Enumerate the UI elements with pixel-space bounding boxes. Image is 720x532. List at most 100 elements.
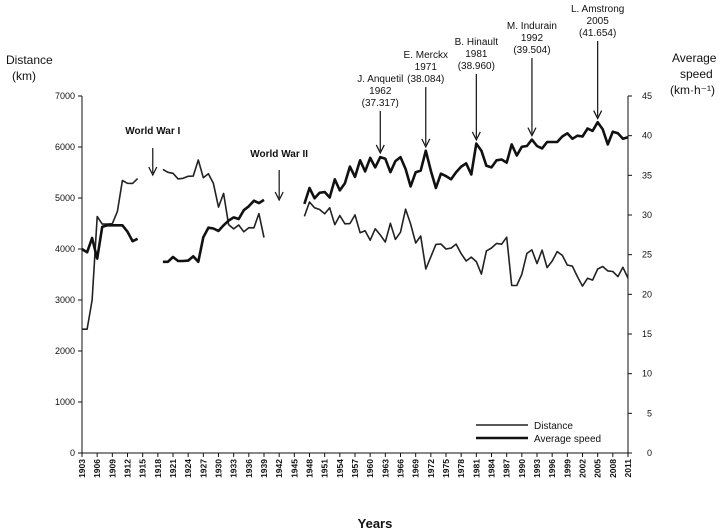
x-tick-label: 1927	[198, 459, 208, 478]
x-tick-label: 1993	[532, 459, 542, 478]
x-tick-label: 1933	[229, 459, 239, 478]
annotation-speed: (37.317)	[362, 98, 399, 109]
x-tick-label: 1909	[107, 459, 117, 478]
annotation-year: 1981	[465, 49, 488, 60]
left-tick-label: 1000	[55, 397, 75, 407]
right-tick-label: 10	[642, 369, 652, 379]
x-tick-label: 1948	[305, 459, 315, 478]
left-tick-label: 4000	[55, 244, 75, 254]
speed-line	[162, 198, 265, 264]
x-tick-label: 1999	[562, 459, 572, 478]
right-tick-label: 25	[642, 250, 652, 260]
x-tick-label: 1939	[259, 459, 269, 478]
right-tick-label: 15	[642, 329, 652, 339]
annotation-year: 2005	[587, 16, 610, 27]
distance-line	[82, 178, 139, 330]
x-tick-label: 1906	[92, 459, 102, 478]
x-tick-label: 1912	[123, 459, 133, 478]
annotation-name: J. Anquetil	[357, 74, 403, 85]
x-tick-label: 1978	[456, 459, 466, 478]
x-tick-label: 1969	[411, 459, 421, 478]
x-tick-label: 1921	[168, 459, 178, 478]
x-tick-label: 1936	[244, 459, 254, 478]
distance-line	[303, 201, 629, 287]
right-tick-label: 40	[642, 131, 652, 141]
annotation-year: 1962	[369, 86, 392, 97]
annotation-speed: (41.654)	[579, 28, 616, 39]
right-tick-label: 20	[642, 289, 652, 299]
x-tick-label: 1996	[547, 459, 557, 478]
left-tick-label: 6000	[55, 142, 75, 152]
right-tick-label: 5	[647, 408, 652, 418]
left-tick-label: 2000	[55, 346, 75, 356]
x-tick-label: 1918	[153, 459, 163, 478]
x-tick-label: 1990	[517, 459, 527, 478]
x-tick-label: 1954	[335, 459, 345, 478]
left-tick-label: 3000	[55, 295, 75, 305]
right-tick-label: 35	[642, 170, 652, 180]
x-tick-label: 2008	[608, 459, 618, 478]
right-tick-label: 45	[642, 91, 652, 101]
x-tick-label: 1960	[365, 459, 375, 478]
x-tick-label: 1984	[487, 459, 497, 478]
annotation-name: E. Merckx	[404, 50, 448, 61]
x-tick-label: 1963	[380, 459, 390, 478]
war-arrow-head	[274, 191, 284, 202]
speed-line	[303, 120, 629, 205]
series-lines	[81, 120, 629, 330]
x-tick-label: 1945	[289, 459, 299, 478]
right-tick-label: 0	[647, 448, 652, 458]
x-axis-title: Years	[358, 516, 393, 531]
distance-line	[162, 159, 265, 238]
right-axis-title-2: speed	[680, 67, 713, 81]
left-axis-unit: (km)	[12, 69, 36, 83]
legend-speed-label: Average speed	[534, 434, 601, 445]
annotation-year: 1992	[521, 33, 544, 44]
speed-line	[81, 224, 139, 260]
annotation-speed: (38.084)	[407, 74, 444, 85]
annotation-name: B. Hinault	[455, 37, 499, 48]
war-label: World War I	[125, 126, 180, 137]
left-axis-title: Distance	[6, 53, 53, 67]
x-tick-label: 2011	[623, 459, 633, 478]
annotation-name: L. Amstrong	[571, 4, 624, 15]
x-tick-label: 2002	[578, 459, 588, 478]
right-axis-title: Average	[672, 51, 717, 65]
annotation-year: 1971	[415, 62, 438, 73]
annotation-arrow-head	[527, 127, 537, 137]
annotation-name: M. Indurain	[507, 21, 557, 32]
annotation-arrow-head	[471, 131, 481, 142]
x-tick-label: 1966	[396, 459, 406, 478]
x-tick-label: 1930	[214, 459, 224, 478]
x-tick-label: 1915	[138, 459, 148, 478]
x-tick-label: 1981	[471, 459, 481, 478]
right-axis-unit: (km·h⁻¹)	[670, 83, 715, 97]
annotation-arrow-head	[375, 144, 385, 155]
left-tick-label: 7000	[55, 91, 75, 101]
x-tick-label: 1957	[350, 459, 360, 478]
war-markers: World War I World War II	[125, 126, 308, 202]
annotation-arrow-head	[593, 110, 603, 120]
right-tick-label: 30	[642, 210, 652, 220]
annotation-speed: (38.960)	[458, 61, 495, 72]
ticks: 0 1000 2000 3000 4000 5000 6000 7000 0 5 10 15 20 25 3…	[55, 91, 652, 478]
annotation-speed: (39.504)	[513, 45, 550, 56]
left-tick-label: 0	[70, 448, 75, 458]
x-tick-label: 1924	[183, 459, 193, 478]
x-tick-label: 1975	[441, 459, 451, 478]
legend: Distance Average speed	[476, 421, 601, 445]
x-tick-label: 2005	[593, 459, 603, 478]
axes	[81, 96, 629, 454]
left-tick-label: 5000	[55, 193, 75, 203]
x-tick-label: 1972	[426, 459, 436, 478]
annotation-arrow-head	[421, 138, 431, 149]
x-tick-label: 1987	[502, 459, 512, 478]
x-tick-label: 1942	[274, 459, 284, 478]
war-label: World War II	[250, 149, 308, 160]
war-arrow-head	[148, 166, 158, 177]
legend-distance-label: Distance	[534, 421, 573, 432]
x-tick-label: 1951	[320, 459, 330, 478]
x-tick-label: 1903	[77, 459, 87, 478]
